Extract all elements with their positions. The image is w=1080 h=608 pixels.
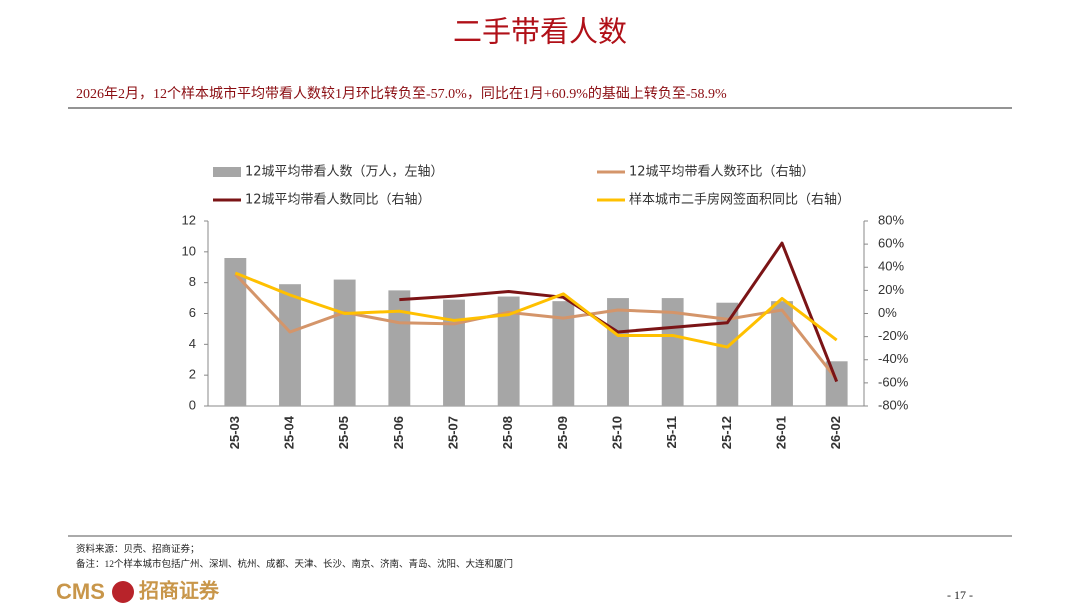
legend-swatch <box>213 167 241 177</box>
line-series <box>234 271 838 349</box>
x-tick-label: 25-06 <box>391 416 406 449</box>
x-tick-label: 25-07 <box>445 416 460 449</box>
bar <box>497 296 520 406</box>
bar <box>607 298 629 406</box>
bar <box>661 298 684 406</box>
y2-tick-label: 40% <box>878 259 904 274</box>
source: 资料来源：贝壳、招商证券； <box>76 543 200 555</box>
y2-tick-label: -80% <box>878 397 909 412</box>
y2-tick-label: -20% <box>878 328 909 343</box>
x-tick-label: 26-01 <box>773 416 788 449</box>
y2-tick-label: -40% <box>878 351 909 366</box>
bar <box>771 301 793 406</box>
legend-label: 12城平均带看人数（万人，左轴） <box>245 164 444 180</box>
x-tick-label: 25-12 <box>719 416 734 449</box>
y-tick-label: 2 <box>189 367 196 382</box>
bar <box>333 279 356 406</box>
slide-title: 二手带看人数 <box>453 16 627 49</box>
x-tick-label: 25-09 <box>555 416 570 449</box>
bar <box>224 258 247 406</box>
line-series <box>399 241 839 383</box>
subtitle: 2026年2月，12个样本城市平均带看人数较1月环比转负至-57.0%，同比在1… <box>76 85 727 102</box>
logo-icon <box>112 581 134 603</box>
logo-name: 招商证券 <box>139 579 220 603</box>
legend-label: 12城平均带看人数环比（右轴） <box>629 164 815 180</box>
y2-tick-label: 80% <box>878 212 904 227</box>
x-tick-label: 26-02 <box>828 416 843 449</box>
bar <box>279 284 301 406</box>
y-tick-label: 0 <box>189 397 196 412</box>
logo-text: CMS <box>56 579 105 604</box>
legend-label: 样本城市二手房网签面积同比（右轴） <box>629 192 850 208</box>
bar <box>388 290 411 406</box>
x-tick-label: 25-08 <box>500 416 515 449</box>
page-number: - 17 - <box>947 588 973 602</box>
note: 备注：12个样本城市包括广州、深圳、杭州、成都、天津、长沙、南京、济南、青岛、沈… <box>76 558 513 570</box>
legend-label: 12城平均带看人数同比（右轴） <box>245 192 431 208</box>
bar <box>443 299 465 406</box>
x-tick-label: 25-03 <box>227 416 242 449</box>
x-tick-label: 25-10 <box>609 416 624 449</box>
x-tick-label: 25-11 <box>664 416 679 449</box>
line-series <box>234 273 838 381</box>
y-tick-label: 12 <box>182 212 196 227</box>
y-tick-label: 4 <box>189 336 196 351</box>
bar <box>716 302 739 406</box>
bar <box>552 301 575 406</box>
x-tick-label: 25-05 <box>336 416 351 449</box>
y2-tick-label: 60% <box>878 236 904 251</box>
y2-tick-label: 20% <box>878 282 904 297</box>
y-tick-label: 10 <box>182 243 196 258</box>
y-tick-label: 8 <box>189 274 196 289</box>
y2-tick-label: 0% <box>878 305 897 320</box>
y-tick-label: 6 <box>189 305 196 320</box>
y2-tick-label: -60% <box>878 374 909 389</box>
x-tick-label: 25-04 <box>281 415 296 449</box>
